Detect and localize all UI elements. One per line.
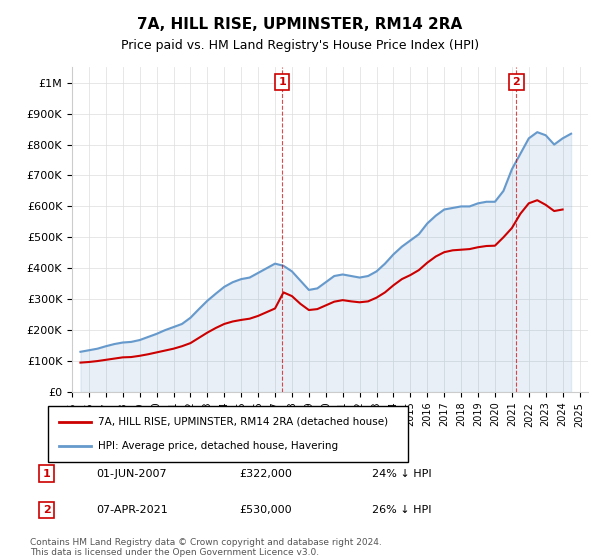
Text: 24% ↓ HPI: 24% ↓ HPI: [372, 469, 432, 479]
Text: HPI: Average price, detached house, Havering: HPI: Average price, detached house, Have…: [98, 441, 338, 451]
Text: 7A, HILL RISE, UPMINSTER, RM14 2RA (detached house): 7A, HILL RISE, UPMINSTER, RM14 2RA (deta…: [98, 417, 389, 427]
Text: 2: 2: [512, 77, 520, 87]
FancyBboxPatch shape: [48, 406, 408, 462]
Text: 1: 1: [43, 469, 50, 479]
Text: £322,000: £322,000: [240, 469, 293, 479]
Text: 2: 2: [43, 505, 50, 515]
Text: £530,000: £530,000: [240, 505, 292, 515]
Text: 7A, HILL RISE, UPMINSTER, RM14 2RA: 7A, HILL RISE, UPMINSTER, RM14 2RA: [137, 17, 463, 32]
Text: 1: 1: [278, 77, 286, 87]
Text: 26% ↓ HPI: 26% ↓ HPI: [372, 505, 432, 515]
Text: Price paid vs. HM Land Registry's House Price Index (HPI): Price paid vs. HM Land Registry's House …: [121, 39, 479, 52]
Text: 01-JUN-2007: 01-JUN-2007: [96, 469, 167, 479]
Text: Contains HM Land Registry data © Crown copyright and database right 2024.
This d: Contains HM Land Registry data © Crown c…: [30, 538, 382, 557]
Text: 07-APR-2021: 07-APR-2021: [96, 505, 168, 515]
